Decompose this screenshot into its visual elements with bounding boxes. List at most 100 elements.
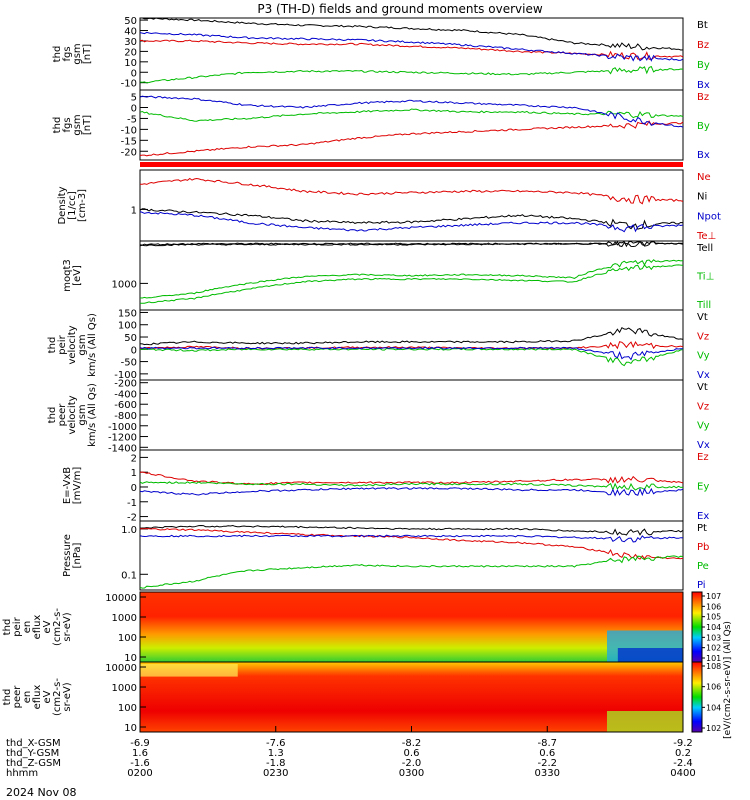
ephemeris-value: 0330 <box>535 768 560 779</box>
panel-peir-spectrogram: 10 100 1000 10000 thd peir en eflux eV (cm2-s-sr-… <box>2 591 721 664</box>
y-axis-label: thd <box>52 117 63 134</box>
y-axis-label: (cm2-s- <box>52 608 63 646</box>
y-axis-label: moqt3 <box>62 259 73 292</box>
ephemeris-value: 1.3 <box>268 748 284 759</box>
legend-Ez: Ez <box>697 452 709 463</box>
y-axis-label: gsm <box>77 334 88 355</box>
y-axis-label: [1/cc] <box>67 191 78 220</box>
legend-By: By <box>697 121 710 132</box>
y-axis-label: (cm2-s- <box>52 678 63 716</box>
series-line-Vt <box>139 327 684 346</box>
y-axis-label: velocity <box>67 325 78 364</box>
date-label: 2024 Nov 08 <box>6 786 76 799</box>
y-axis-label: thd <box>2 689 13 706</box>
y-tick-label: 0 <box>131 104 137 115</box>
y-axis-label: thd <box>47 407 58 424</box>
legend-Vx: Vx <box>697 440 710 451</box>
series-line-Pb <box>139 527 684 560</box>
y-axis-label: [mV/m] <box>72 467 83 505</box>
legend-Vt: Vt <box>697 312 708 323</box>
y-axis-label: eflux <box>32 615 43 640</box>
ephemeris-value: 0300 <box>399 768 424 779</box>
y-axis-label: thd <box>2 619 13 636</box>
y-axis-label: Pressure <box>62 534 73 577</box>
spectrogram-image <box>140 592 683 662</box>
colorbar-tick-label: 102 <box>706 644 721 653</box>
y-axis-label: eV <box>42 620 53 633</box>
y-tick-label: -600 <box>114 400 137 411</box>
y-tick-label: 10000 <box>105 593 137 604</box>
ephemeris-value: -1.8 <box>266 758 286 769</box>
colorbar-tick-label: 107 <box>706 592 721 601</box>
y-tick-label: 1 <box>131 205 137 216</box>
ephemeris-row-label: thd_Y-GSM <box>6 748 59 759</box>
y-axis-label: [nT] <box>82 115 93 135</box>
y-tick-label: 0.1 <box>121 570 137 581</box>
legend-Tell: Tell <box>696 243 713 254</box>
series-line-Bx <box>139 95 684 128</box>
panel-fgs-gsm: -20-15-10-505 thd fgs gsm [nT] Bz By Bx <box>52 89 710 161</box>
y-tick-label: 100 <box>118 703 137 714</box>
legend-Ex: Ex <box>697 511 709 522</box>
y-tick-label: 10 <box>124 58 137 69</box>
colorbar-tick-label: 102 <box>706 724 721 733</box>
legend-Bx: Bx <box>697 150 710 161</box>
y-axis-label: peir <box>57 334 68 354</box>
legend-Vy: Vy <box>697 421 710 432</box>
panel-peer-velocity: -1400-1200-1000-800-600-400-200 thd peer ve… <box>47 379 710 455</box>
y-tick-label: -1200 <box>108 433 137 444</box>
series-line-Till <box>139 264 684 304</box>
y-tick-label: -50 <box>121 358 137 369</box>
legend-Ni: Ni <box>697 192 707 203</box>
colorbar-tick-label: 106 <box>706 683 721 692</box>
ephemeris-value: 0400 <box>670 768 695 779</box>
ephemeris-row-label: thd_Z-GSM <box>6 758 61 769</box>
panel-density: 1 Density [1/cc] [cm-3] Ne Ni Npot Te⊥ <box>57 169 721 242</box>
ephemeris-value: -6.9 <box>130 738 150 749</box>
y-tick-label: -20 <box>121 147 137 158</box>
y-axis-label: gsm <box>72 114 83 135</box>
y-tick-label: 10 <box>124 653 137 664</box>
ephemeris-row-label: thd_X-GSM <box>6 738 61 749</box>
y-axis-label: [nT] <box>82 44 93 64</box>
y-tick-label: 0 <box>131 483 137 494</box>
ephemeris-value: -7.6 <box>266 738 286 749</box>
legend-Vt: Vt <box>697 382 708 393</box>
series-line-Ez <box>139 471 684 486</box>
legend-Pi: Pi <box>697 580 706 591</box>
legend-Pb: Pb <box>697 542 709 553</box>
quality-flag-bar <box>140 162 683 167</box>
y-tick-label: -1000 <box>108 422 137 433</box>
y-axis-label: eV <box>42 690 53 703</box>
y-axis-label: thd <box>47 337 58 354</box>
ephemeris-value: -8.2 <box>402 738 422 749</box>
y-tick-label: -1400 <box>108 443 137 454</box>
series-line-Ni <box>139 208 684 230</box>
y-tick-label: 1000 <box>112 279 137 290</box>
colorbar-tick-label: 104 <box>706 623 721 632</box>
y-tick-label: -2 <box>127 513 137 524</box>
panel-frame <box>139 520 684 591</box>
series-line-Tell <box>139 240 683 248</box>
ephemeris-value: -2.2 <box>537 758 557 769</box>
legend-Ey: Ey <box>697 482 709 493</box>
legend-Bt: Bt <box>697 20 708 31</box>
ephemeris-value: 0200 <box>127 768 152 779</box>
legend-Bx: Bx <box>697 80 710 91</box>
panel-frame <box>139 449 684 522</box>
legend-Vx: Vx <box>697 370 710 381</box>
y-axis-label: gsm <box>72 43 83 64</box>
panel-pressure: 1.0 0.1 Pressure [nPa] Pt Pb Pe Pi <box>62 520 709 591</box>
ephemeris-value: -9.2 <box>673 738 693 749</box>
legend-Pt: Pt <box>697 523 707 534</box>
y-tick-label: 10000 <box>105 663 137 674</box>
y-axis-label: Density <box>57 186 68 224</box>
y-axis-label: sr-eV) <box>62 612 73 641</box>
y-axis-label: peer <box>12 685 23 709</box>
y-tick-label: -1 <box>127 498 137 509</box>
panel-frame <box>139 169 684 242</box>
panel-temperature: 1000 moqt3 [eV] Tell Ti⊥ Till <box>62 240 714 311</box>
